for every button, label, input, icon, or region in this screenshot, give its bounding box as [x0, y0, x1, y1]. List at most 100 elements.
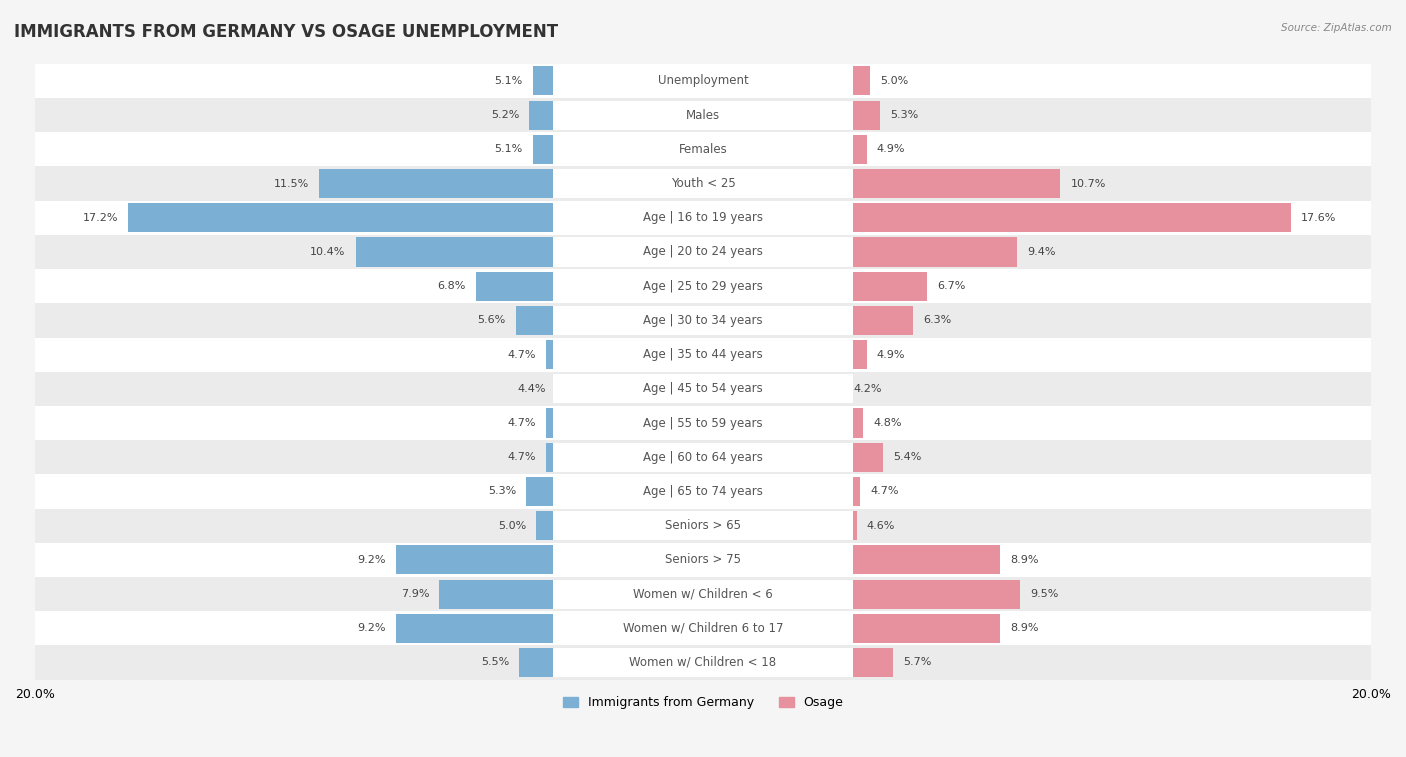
Bar — [35, 269, 1371, 304]
Bar — [519, 648, 703, 677]
Text: 5.7%: 5.7% — [904, 658, 932, 668]
Text: Age | 35 to 44 years: Age | 35 to 44 years — [643, 348, 763, 361]
Bar — [35, 132, 1371, 167]
Bar — [703, 101, 880, 129]
Bar — [533, 67, 703, 95]
Text: 4.7%: 4.7% — [508, 350, 536, 360]
Bar — [703, 306, 914, 335]
Text: Source: ZipAtlas.com: Source: ZipAtlas.com — [1281, 23, 1392, 33]
Text: 4.7%: 4.7% — [508, 452, 536, 463]
Text: 17.6%: 17.6% — [1301, 213, 1336, 223]
Bar — [128, 203, 703, 232]
Text: Women w/ Children 6 to 17: Women w/ Children 6 to 17 — [623, 621, 783, 635]
Bar — [35, 64, 1371, 98]
Bar — [553, 67, 853, 95]
Bar — [553, 340, 853, 369]
Text: 10.4%: 10.4% — [311, 247, 346, 257]
Bar — [35, 440, 1371, 475]
Text: 6.3%: 6.3% — [924, 316, 952, 326]
Text: 7.9%: 7.9% — [401, 589, 429, 599]
Bar — [439, 580, 703, 609]
Text: Age | 30 to 34 years: Age | 30 to 34 years — [643, 314, 763, 327]
Bar — [553, 409, 853, 438]
Text: 17.2%: 17.2% — [83, 213, 118, 223]
Bar — [553, 169, 853, 198]
Text: Age | 16 to 19 years: Age | 16 to 19 years — [643, 211, 763, 224]
Bar — [703, 272, 927, 301]
Text: 4.7%: 4.7% — [508, 418, 536, 428]
Bar — [553, 135, 853, 164]
Bar — [703, 238, 1017, 266]
Bar — [35, 611, 1371, 646]
Bar — [703, 203, 1291, 232]
Bar — [536, 511, 703, 540]
Text: Unemployment: Unemployment — [658, 74, 748, 88]
Bar — [35, 167, 1371, 201]
Bar — [546, 409, 703, 438]
Text: 5.3%: 5.3% — [488, 487, 516, 497]
Text: Women w/ Children < 18: Women w/ Children < 18 — [630, 656, 776, 669]
Bar — [553, 511, 853, 540]
Text: 4.6%: 4.6% — [866, 521, 896, 531]
Text: 5.5%: 5.5% — [481, 658, 509, 668]
Bar — [533, 135, 703, 164]
Bar — [703, 477, 860, 506]
Text: 9.2%: 9.2% — [357, 623, 385, 634]
Bar — [553, 238, 853, 266]
Bar — [703, 443, 883, 472]
Text: 5.0%: 5.0% — [498, 521, 526, 531]
Text: 4.9%: 4.9% — [877, 350, 905, 360]
Bar — [546, 340, 703, 369]
Bar — [529, 101, 703, 129]
Text: 9.4%: 9.4% — [1026, 247, 1056, 257]
Text: 4.8%: 4.8% — [873, 418, 901, 428]
Bar — [703, 340, 866, 369]
Bar — [35, 475, 1371, 509]
Bar — [703, 67, 870, 95]
Text: 9.5%: 9.5% — [1031, 589, 1059, 599]
Bar — [553, 545, 853, 575]
Bar — [703, 614, 1000, 643]
Text: Age | 20 to 24 years: Age | 20 to 24 years — [643, 245, 763, 258]
Text: Age | 65 to 74 years: Age | 65 to 74 years — [643, 485, 763, 498]
Bar — [703, 135, 866, 164]
Text: Females: Females — [679, 143, 727, 156]
Bar — [553, 614, 853, 643]
Text: Seniors > 75: Seniors > 75 — [665, 553, 741, 566]
Bar — [35, 338, 1371, 372]
Bar — [703, 374, 844, 403]
Text: 6.8%: 6.8% — [437, 281, 465, 291]
Bar — [35, 372, 1371, 406]
Text: 4.9%: 4.9% — [877, 145, 905, 154]
Text: Age | 55 to 59 years: Age | 55 to 59 years — [643, 416, 763, 429]
Bar — [553, 648, 853, 677]
Bar — [703, 511, 856, 540]
Bar — [553, 443, 853, 472]
Bar — [35, 201, 1371, 235]
Text: 6.7%: 6.7% — [936, 281, 965, 291]
Bar — [526, 477, 703, 506]
Bar — [703, 409, 863, 438]
Text: 5.1%: 5.1% — [495, 145, 523, 154]
Bar — [319, 169, 703, 198]
Text: 4.4%: 4.4% — [517, 384, 546, 394]
Text: 9.2%: 9.2% — [357, 555, 385, 565]
Text: 4.7%: 4.7% — [870, 487, 898, 497]
Bar — [35, 509, 1371, 543]
Bar — [35, 235, 1371, 269]
Text: Seniors > 65: Seniors > 65 — [665, 519, 741, 532]
Bar — [555, 374, 703, 403]
Text: Age | 45 to 54 years: Age | 45 to 54 years — [643, 382, 763, 395]
Text: 8.9%: 8.9% — [1011, 555, 1039, 565]
Bar — [553, 101, 853, 129]
Text: Women w/ Children < 6: Women w/ Children < 6 — [633, 587, 773, 600]
Legend: Immigrants from Germany, Osage: Immigrants from Germany, Osage — [558, 691, 848, 714]
Bar — [35, 646, 1371, 680]
Bar — [516, 306, 703, 335]
Bar — [553, 477, 853, 506]
Text: 11.5%: 11.5% — [274, 179, 309, 188]
Bar — [356, 238, 703, 266]
Bar — [35, 577, 1371, 611]
Text: Youth < 25: Youth < 25 — [671, 177, 735, 190]
Bar — [703, 169, 1060, 198]
